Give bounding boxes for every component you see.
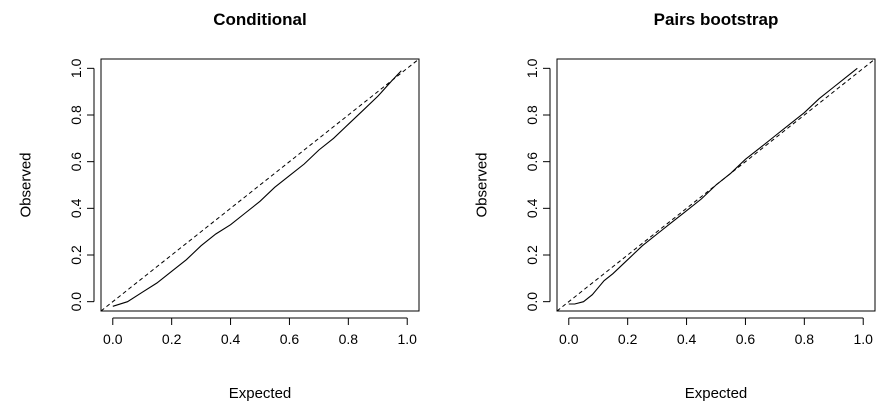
- y-tick-label-3: 0.6: [68, 152, 84, 172]
- y-axis-label: Observed: [18, 152, 35, 217]
- chart-title: Conditional: [213, 10, 306, 29]
- y-tick-label-4: 0.8: [524, 105, 540, 125]
- y-tick-label-4: 0.8: [68, 105, 84, 125]
- y-tick-label-0: 0.0: [524, 292, 540, 312]
- chart-panel-2: Pairs bootstrap 0.0 0.2 0.4 0.6 0.8 1.0 0.0 0.2 0…: [474, 10, 876, 402]
- observed-line-0: [112, 70, 402, 307]
- y-tick-label-5: 1.0: [524, 58, 540, 78]
- x-tick-label-1: 0.2: [618, 331, 638, 347]
- y-tick-label-0: 0.0: [68, 292, 84, 312]
- x-tick-label-2: 0.4: [221, 331, 241, 347]
- x-tick-label-5: 1.0: [853, 331, 873, 347]
- x-axis-label: Expected: [685, 385, 748, 402]
- y-tick-label-1: 0.2: [524, 245, 540, 265]
- x-tick-label-3: 0.6: [736, 331, 756, 347]
- plot-frame: [100, 58, 420, 312]
- reference-line-1: [101, 59, 419, 311]
- x-tick-label-1: 0.2: [162, 331, 182, 347]
- plot-frame: [556, 58, 876, 312]
- y-tick-label-2: 0.4: [524, 198, 540, 218]
- x-tick-label-5: 1.0: [397, 331, 417, 347]
- y-tick-label-2: 0.4: [68, 198, 84, 218]
- x-tick-label-0: 0.0: [103, 331, 123, 347]
- x-tick-label-2: 0.4: [677, 331, 697, 347]
- reference-line-1: [557, 59, 875, 311]
- y-tick-label-3: 0.6: [524, 152, 540, 172]
- observed-line-0: [568, 67, 858, 305]
- x-tick-label-4: 0.8: [339, 331, 359, 347]
- chart-title: Pairs bootstrap: [654, 10, 779, 29]
- x-tick-label-4: 0.8: [795, 331, 815, 347]
- y-axis-label: Observed: [474, 152, 491, 217]
- x-axis-label: Expected: [229, 385, 292, 402]
- x-tick-label-3: 0.6: [280, 331, 300, 347]
- chart-panel-1: Conditional 0.0 0.2 0.4 0.6 0.8 1.0 0.0 0.2 0.4 0.…: [18, 10, 420, 402]
- y-tick-label-5: 1.0: [68, 58, 84, 78]
- y-tick-label-1: 0.2: [68, 245, 84, 265]
- x-tick-label-0: 0.0: [559, 331, 579, 347]
